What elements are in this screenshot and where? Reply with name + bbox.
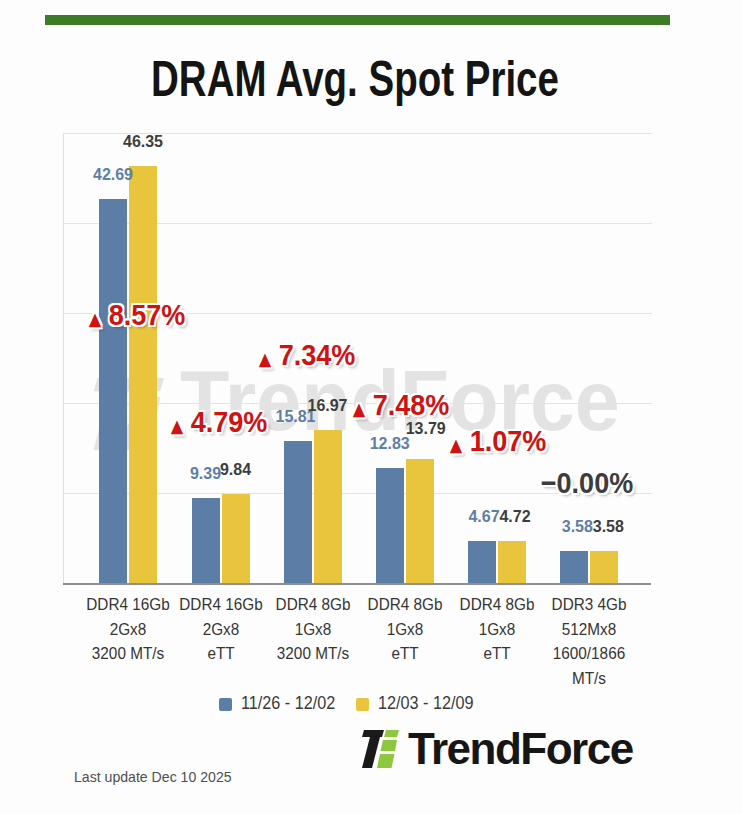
bar-value-label: 13.79 <box>406 420 446 438</box>
bar-yellow-5 <box>590 551 618 583</box>
bar-blue-2 <box>284 441 312 583</box>
bar-yellow-4 <box>498 541 526 583</box>
change-percent-label: ▲ 7.34% <box>259 338 356 372</box>
trendforce-logo-text: TrendForce <box>408 729 633 769</box>
up-triangle-icon: ▲ <box>450 434 462 455</box>
up-triangle-icon: ▲ <box>171 415 183 436</box>
up-triangle-icon: ▲ <box>353 398 365 419</box>
legend-swatch-yellow <box>356 698 369 711</box>
chart-area: TrendForce 42.69 46.35 ▲ 8.57% DDR4 16Gb 2G… <box>0 0 742 814</box>
bar-value-label: 16.97 <box>307 397 347 415</box>
legend-label-series1: 11/26 - 12/02 <box>241 693 335 714</box>
bar-value-label: 9.39 <box>190 465 221 483</box>
bar-blue-5 <box>560 551 588 583</box>
category-label: DDR4 16Gb 2Gx8 eTT <box>179 593 262 667</box>
change-percent-label: ▲ 1.07% <box>450 424 547 458</box>
bar-yellow-3 <box>406 459 434 583</box>
change-percent-label: ▲ 8.57% <box>89 298 186 332</box>
up-triangle-icon: ▲ <box>89 308 101 329</box>
change-percent-label: −0.00% <box>541 466 633 500</box>
bar-yellow-0 <box>129 166 157 583</box>
category-label: DDR4 8Gb 1Gx8 3200 MT/s <box>275 593 350 667</box>
up-triangle-icon: ▲ <box>259 348 271 369</box>
x-axis-line <box>63 583 651 585</box>
bar-blue-0 <box>99 199 127 583</box>
category-label: DDR4 16Gb 2Gx8 3200 MT/s <box>86 593 169 667</box>
bar-value-label: 12.83 <box>370 435 410 453</box>
bar-value-label: 4.67 <box>468 508 499 526</box>
bar-value-label: 3.58 <box>593 518 624 536</box>
page: DRAM Avg. Spot Price TrendForce 42.6946.… <box>0 0 742 814</box>
bar-value-label: 42.69 <box>93 166 133 184</box>
bar-value-label: 3.58 <box>562 518 593 536</box>
category-label: DDR4 8Gb 1Gx8 eTT <box>460 593 535 667</box>
bar-value-label: 9.84 <box>220 461 251 479</box>
bar-value-label: 4.72 <box>499 508 530 526</box>
category-label: DDR4 8Gb 1Gx8 eTT <box>367 593 442 667</box>
change-percent-label: ▲ 7.48% <box>353 388 450 422</box>
y-axis-line <box>63 133 64 583</box>
legend-label-series2: 12/03 - 12/09 <box>378 693 473 714</box>
change-percent-label: ▲ 4.79% <box>171 405 268 439</box>
last-update-note: Last update Dec 10 2025 <box>74 768 232 785</box>
bar-yellow-1 <box>222 494 250 583</box>
trendforce-logo-icon <box>357 729 400 769</box>
bar-blue-3 <box>376 468 404 583</box>
bar-value-label: 46.35 <box>123 133 163 151</box>
bar-blue-4 <box>468 541 496 583</box>
bar-yellow-2 <box>314 430 342 583</box>
legend-swatch-blue <box>219 698 232 711</box>
category-label: DDR3 4Gb 512Mx8 1600/1866 MT/s <box>552 593 627 691</box>
bar-blue-1 <box>192 498 220 583</box>
trendforce-logo: TrendForce <box>357 729 633 769</box>
